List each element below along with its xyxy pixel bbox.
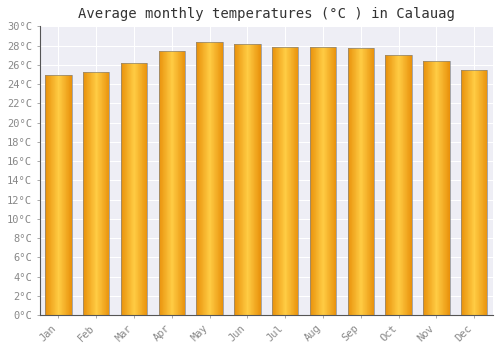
Bar <box>196 42 223 315</box>
Bar <box>46 75 72 315</box>
Bar <box>348 48 374 315</box>
Bar <box>83 71 110 315</box>
Bar <box>423 61 450 315</box>
Bar <box>310 48 336 315</box>
Bar <box>386 55 412 315</box>
Title: Average monthly temperatures (°C ) in Calauag: Average monthly temperatures (°C ) in Ca… <box>78 7 455 21</box>
Bar <box>158 51 185 315</box>
Bar <box>272 48 298 315</box>
Bar <box>461 70 487 315</box>
Bar <box>234 44 260 315</box>
Bar <box>121 63 148 315</box>
